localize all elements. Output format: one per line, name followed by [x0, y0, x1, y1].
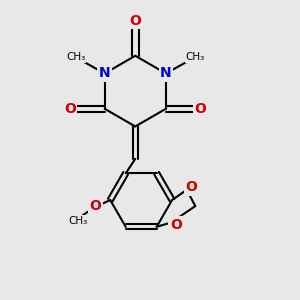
Text: O: O [64, 102, 76, 116]
Text: CH₃: CH₃ [185, 52, 204, 62]
Text: CH₃: CH₃ [68, 216, 88, 226]
Text: N: N [99, 66, 110, 80]
Text: CH₃: CH₃ [66, 52, 85, 62]
Text: O: O [129, 14, 141, 28]
Text: O: O [185, 180, 197, 194]
Text: O: O [195, 102, 207, 116]
Text: O: O [90, 199, 101, 213]
Text: O: O [170, 218, 182, 232]
Text: N: N [160, 66, 172, 80]
